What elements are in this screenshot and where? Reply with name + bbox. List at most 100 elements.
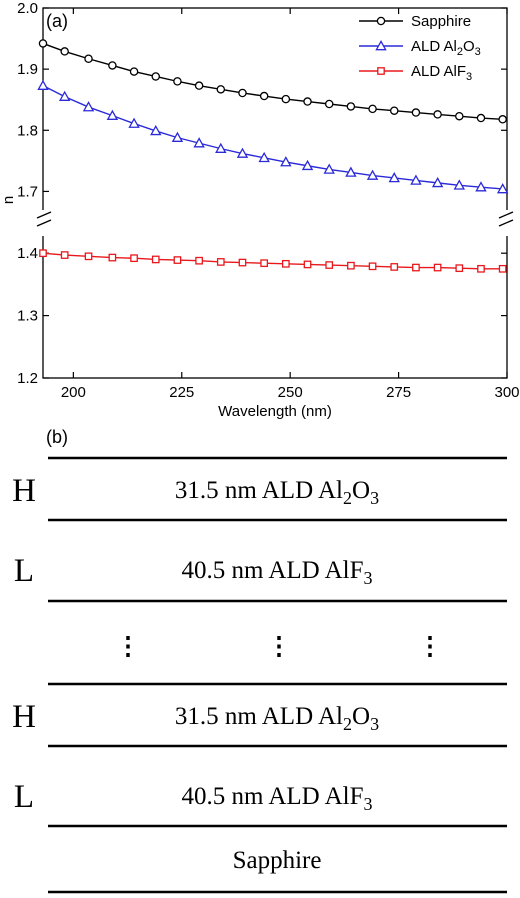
layer-material-label: 31.5 nm ALD Al2O3 xyxy=(175,703,379,734)
ald-al2o3-series-point xyxy=(496,183,509,194)
sapphire-series-point xyxy=(60,47,69,56)
repeat-ellipsis: ⋮ xyxy=(267,633,292,660)
axis-break-mark xyxy=(36,211,52,219)
ald-al2o3-series-point xyxy=(280,156,292,167)
layer-3: H 31.5 nm ALD Al2O3 xyxy=(12,699,379,735)
y-axis-label: n xyxy=(0,196,17,204)
ald-al2o3-series-point xyxy=(82,101,95,112)
x-tick-label: 225 xyxy=(169,384,194,401)
ald-al2o3-series-point xyxy=(431,176,444,188)
layer-5: Sapphire xyxy=(233,847,322,874)
sapphire-series-point xyxy=(433,110,442,119)
layer-stack: H 31.5 nm ALD Al2O3 L 40.5 nm ALD AlF3 H 31.5… xyxy=(12,456,507,894)
ald-alf3-series-point xyxy=(39,249,47,258)
sapphire-series-point xyxy=(455,111,464,121)
legend-label: ALD Al2O3 xyxy=(411,38,481,58)
layer-2: L 40.5 nm ALD AlF3 xyxy=(14,553,373,589)
layer-material-label: 40.5 nm ALD AlF3 xyxy=(182,783,373,814)
y-tick-label: 1.8 xyxy=(17,122,38,139)
ald-al2o3-series-point xyxy=(193,137,205,148)
ald-alf3-series-point xyxy=(260,259,269,268)
ald-al2o3-series-point xyxy=(215,142,227,153)
ald-al2o3-series-point xyxy=(150,124,162,136)
sapphire-series-point xyxy=(38,39,48,48)
ald-alf3-series-point xyxy=(130,254,138,263)
layer-4: L 40.5 nm ALD AlF3 xyxy=(14,779,373,815)
ald-alf3-series-point xyxy=(455,264,464,273)
sapphire-series-point xyxy=(259,91,269,101)
sapphire-series-point xyxy=(216,85,226,94)
sapphire-series-point xyxy=(411,108,421,117)
legend-label: Sapphire xyxy=(411,13,471,30)
legend-swatch-point xyxy=(376,16,386,26)
ald-alf3-series-point xyxy=(368,262,377,271)
sapphire-series-point xyxy=(151,72,160,81)
ald-al2o3-series-point xyxy=(453,179,466,190)
sapphire-series-point xyxy=(129,67,139,76)
ald-alf3-series-point xyxy=(216,258,225,266)
y-tick-label: 1.3 xyxy=(17,308,38,325)
ald-al2o3-series-point xyxy=(258,151,270,163)
x-tick-label: 200 xyxy=(61,384,86,401)
axis-ticks: 200 225 250 275 300 1.7 1.8 1.9 2.0 1.2 1.3 1.4 xyxy=(17,0,519,401)
legend-swatch-point xyxy=(375,40,387,51)
ald-alf3-series-point xyxy=(84,252,93,261)
y-tick-label: 1.7 xyxy=(17,183,38,200)
ald-alf3-series-point xyxy=(477,264,485,273)
legend-item: ALD AlF3 xyxy=(359,63,472,83)
ald-alf3-series-point xyxy=(325,261,334,269)
ald-alf3-series-point xyxy=(151,255,160,264)
legend-swatch-point xyxy=(377,67,385,75)
legend-item: ALD Al2O3 xyxy=(359,38,481,58)
ald-alf3-series-point xyxy=(390,263,399,271)
axis-break-mark xyxy=(498,219,514,227)
ald-al2o3-series xyxy=(37,79,509,194)
ald-al2o3-series-point xyxy=(388,172,400,183)
ald-al2o3-series-point xyxy=(366,169,379,180)
legend-item: Sapphire xyxy=(359,13,471,30)
layer-material-label: 31.5 nm ALD Al2O3 xyxy=(175,477,379,508)
sapphire-series-point xyxy=(173,77,182,86)
sapphire-series-point xyxy=(238,88,247,98)
ald-al2o3-series-point xyxy=(345,166,357,177)
sapphire-series-point xyxy=(346,102,356,111)
ald-alf3-series-point xyxy=(498,264,507,273)
repeat-ellipsis: ⋮ xyxy=(116,633,141,660)
layer-type-label: H xyxy=(12,473,36,509)
ald-alf3-series-point xyxy=(412,263,420,272)
ald-al2o3-series-point xyxy=(301,159,314,171)
ald-al2o3-series-point xyxy=(410,174,422,185)
x-tick-label: 275 xyxy=(386,384,411,401)
sapphire-series-point xyxy=(368,104,377,114)
ald-al2o3-series-point xyxy=(323,163,335,174)
ald-alf3-series-line xyxy=(42,252,503,270)
sapphire-series-point xyxy=(498,115,507,124)
ald-al2o3-series-point xyxy=(171,131,184,142)
ald-al2o3-series-point xyxy=(475,181,487,192)
sapphire-series-point xyxy=(84,54,93,63)
axis-break-mark xyxy=(498,211,514,219)
refractive-index-chart: 200 225 250 275 300 1.7 1.8 1.9 2.0 1.2 1.3 1.4 (a)… xyxy=(0,0,520,420)
x-tick-label: 300 xyxy=(494,384,519,401)
sapphire-series-point xyxy=(390,106,399,115)
ald-alf3-series-point xyxy=(238,258,247,267)
y-tick-label: 1.4 xyxy=(17,245,38,262)
sapphire-series-point xyxy=(476,113,486,123)
ald-al2o3-series-point xyxy=(128,117,140,128)
sapphire-series-point xyxy=(194,81,204,90)
ald-alf3-series-point xyxy=(347,261,355,270)
sapphire-series xyxy=(38,39,507,124)
sapphire-series-point xyxy=(108,61,117,70)
layer-type-label: L xyxy=(14,553,34,589)
sapphire-series-point xyxy=(281,94,291,104)
sapphire-series-line xyxy=(42,42,503,120)
ald-al2o3-series-point xyxy=(106,109,119,120)
sapphire-series-point xyxy=(303,97,312,106)
ald-alf3-series-point xyxy=(303,260,312,269)
axis-break-mark xyxy=(36,219,52,227)
legend: Sapphire ALD Al2O3 ALD AlF3 xyxy=(359,13,481,83)
ald-alf3-series-point xyxy=(108,253,117,262)
layer-material-label: Sapphire xyxy=(233,847,322,874)
y-tick-label: 2.0 xyxy=(17,0,38,17)
